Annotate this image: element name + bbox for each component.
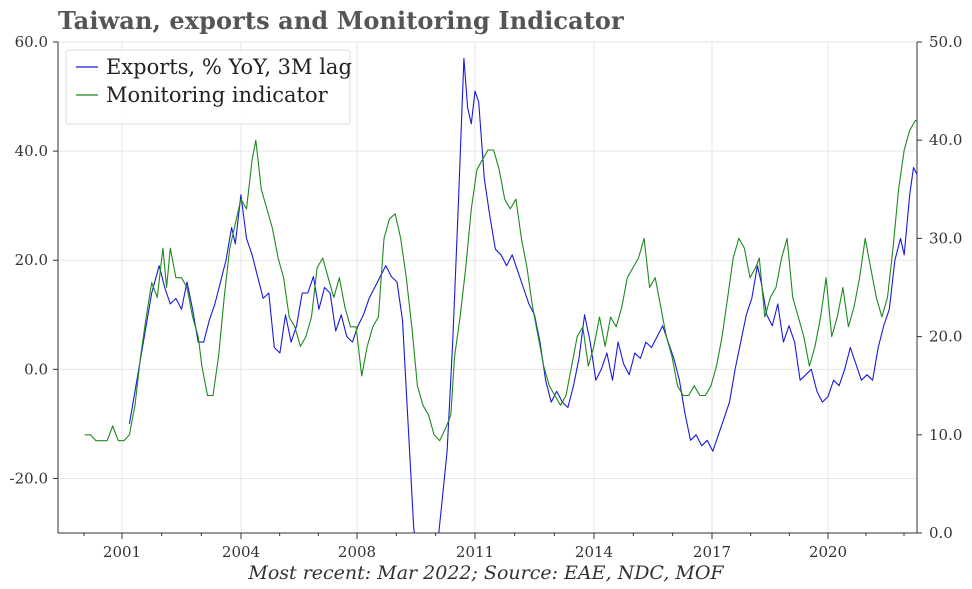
x-tick-label: 2020 <box>809 543 847 561</box>
y-left-tick-label: -20.0 <box>10 469 48 487</box>
y-right-tick-label: 30.0 <box>929 229 962 247</box>
x-tick-label: 2011 <box>456 543 494 561</box>
source-note: Most recent: Mar 2022; Source: EAE, NDC,… <box>248 562 724 584</box>
y-right-tick-label: 20.0 <box>929 328 962 346</box>
y-left-tick-label: 40.0 <box>15 142 48 160</box>
x-tick-label: 2014 <box>575 543 613 561</box>
x-tick-label: 2001 <box>103 543 141 561</box>
chart-title: Taiwan, exports and Monitoring Indicator <box>58 6 624 35</box>
monitoring-series-line <box>84 120 917 442</box>
legend-box <box>65 49 351 125</box>
exports-series-line <box>128 57 917 533</box>
y-right-tick-label: 50.0 <box>929 33 962 51</box>
y-left-tick-label: 20.0 <box>15 251 48 269</box>
x-tick-label: 2017 <box>693 543 731 561</box>
y-right-tick-label: 10.0 <box>929 426 962 444</box>
y-right-tick-label: 40.0 <box>929 131 962 149</box>
x-tick-label: 2004 <box>222 543 260 561</box>
legend-label-monitoring: Monitoring indicator <box>106 83 329 107</box>
y-right-tick-label: 0.0 <box>929 524 953 542</box>
y-left-tick-label: 60.0 <box>15 33 48 51</box>
x-tick-label: 2008 <box>338 543 376 561</box>
y-left-tick-label: 0.0 <box>24 360 48 378</box>
legend-label-exports: Exports, % YoY, 3M lag <box>106 55 352 79</box>
